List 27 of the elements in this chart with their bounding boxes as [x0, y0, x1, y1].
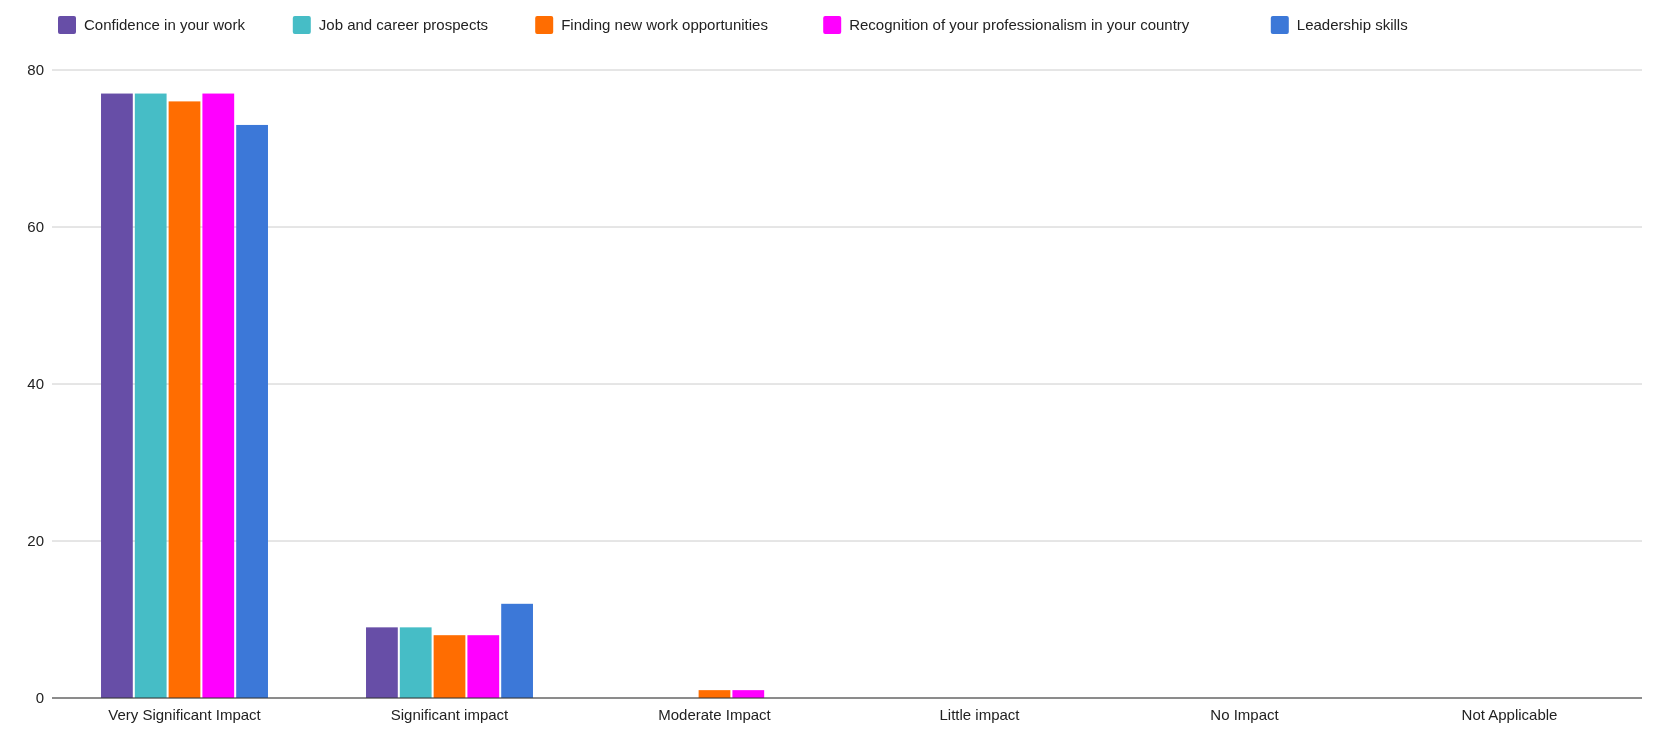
- x-tick-label: Very Significant Impact: [108, 706, 262, 723]
- bar: [732, 690, 765, 698]
- y-tick-label: 40: [27, 375, 44, 393]
- bar: [467, 635, 500, 698]
- bar: [433, 635, 466, 698]
- x-tick-label: No Impact: [1210, 706, 1280, 723]
- bar: [236, 124, 268, 698]
- bar: [168, 101, 201, 698]
- x-tick-label: Not Applicable: [1461, 706, 1558, 723]
- x-tick-label: Significant impact: [390, 706, 510, 723]
- legend-label: Leadership skills: [1296, 16, 1408, 34]
- bar: [501, 603, 533, 698]
- y-tick-label: 60: [27, 218, 44, 236]
- y-tick-label: 0: [35, 689, 44, 707]
- x-tick-label: Moderate Impact: [658, 706, 772, 723]
- bar: [202, 93, 235, 698]
- legend-label: Recognition of your professionalism in your country: [849, 16, 1190, 34]
- legend-label: Job and career prospects: [318, 16, 489, 34]
- legend-label: Confidence in your work: [84, 16, 246, 34]
- bar: [101, 93, 133, 698]
- bar: [366, 627, 398, 698]
- x-tick-label: Little impact: [939, 706, 1021, 723]
- y-tick-label: 20: [27, 532, 44, 550]
- bar: [134, 93, 167, 698]
- y-tick-label: 80: [27, 61, 44, 79]
- legend-label: Finding new work opportunities: [561, 16, 768, 34]
- bar: [399, 627, 432, 698]
